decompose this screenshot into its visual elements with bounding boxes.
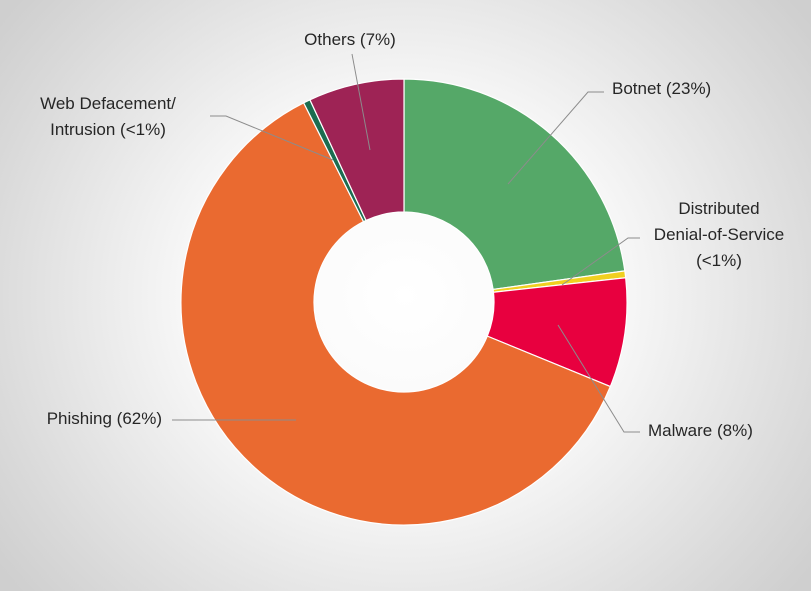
data-label: Distributed Denial-of-Service (<1%) (654, 199, 784, 270)
leader-line (351, 53, 371, 151)
data-label-line: Phishing (62%) (47, 409, 162, 428)
data-label: Malware (8%) (648, 421, 753, 440)
leader-line (507, 91, 604, 185)
data-label-line: Distributed (678, 199, 759, 218)
slice-botnet (403, 78, 626, 291)
data-label-line: Denial-of-Service (654, 225, 784, 244)
leader-line (557, 324, 640, 433)
leader-line (561, 237, 640, 286)
leader-line (210, 115, 334, 161)
data-label-line: Others (7%) (304, 30, 396, 49)
data-label: Others (7%) (304, 30, 396, 49)
slice-phishing (180, 102, 612, 526)
data-label: Botnet (23%) (612, 79, 711, 98)
data-label: Phishing (62%) (47, 409, 162, 428)
data-label-line: (<1%) (696, 251, 742, 270)
data-label: Web Defacement/Intrusion (<1%) (40, 94, 176, 139)
slice-others (309, 78, 405, 222)
data-label-line: Web Defacement/ (40, 94, 176, 113)
data-label-line: Malware (8%) (648, 421, 753, 440)
data-label-line: Intrusion (<1%) (50, 120, 166, 139)
data-label-line: Botnet (23%) (612, 79, 711, 98)
